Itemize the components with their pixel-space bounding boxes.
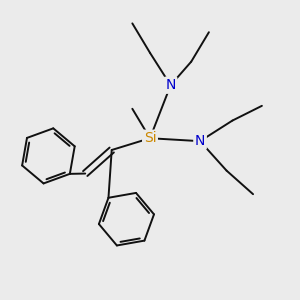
Text: N: N (165, 78, 176, 92)
Text: Si: Si (144, 131, 156, 145)
Text: N: N (195, 134, 205, 148)
